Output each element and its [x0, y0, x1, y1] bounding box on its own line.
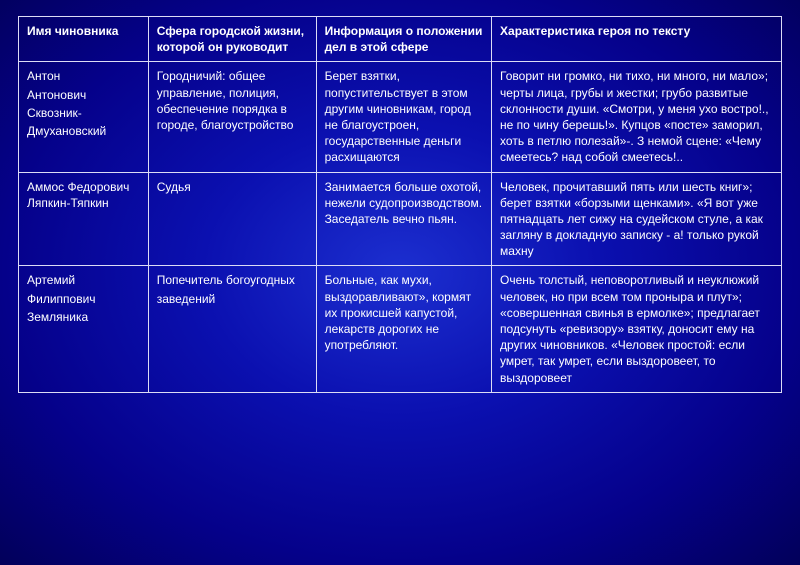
col-header-affairs: Информация о положении дел в этой сфере — [316, 17, 491, 62]
name-line: Филиппович — [27, 291, 140, 307]
col-header-sphere: Сфера городской жизни, которой он руково… — [148, 17, 316, 62]
slide-root: Имя чиновника Сфера городской жизни, кот… — [0, 0, 800, 565]
table-row: Артемий Филиппович Земляника Попечитель бог… — [19, 266, 782, 392]
col-header-character: Характеристика героя по тексту — [492, 17, 782, 62]
name-line: Артемий — [27, 272, 140, 288]
table-row: Аммос Федорович Ляпкин-ТяпкинСудьяЗанима… — [19, 172, 782, 266]
cell-character: Очень толстый, неповоротливый и неуклюжи… — [492, 266, 782, 392]
name-line: Антон — [27, 68, 140, 84]
cell-affairs: Берет взятки, попустительствует в этом д… — [316, 62, 491, 172]
cell-sphere: Попечитель богоугодных заведений — [148, 266, 316, 392]
table-header-row: Имя чиновника Сфера городской жизни, кот… — [19, 17, 782, 62]
cell-affairs: Больные, как мухи, выздоравливают», корм… — [316, 266, 491, 392]
cell-sphere: Городничий: общее управление, полиция, о… — [148, 62, 316, 172]
name-line: Сквозник- — [27, 105, 140, 121]
name-line: Аммос Федорович Ляпкин-Тяпкин — [27, 179, 140, 211]
sphere-line: заведений — [157, 291, 308, 307]
cell-character: Говорит ни громко, ни тихо, ни много, ни… — [492, 62, 782, 172]
cell-affairs: Занимается больше охотой, нежели судопро… — [316, 172, 491, 266]
table-row: Антон Антонович Сквозник- Дмухановский Город… — [19, 62, 782, 172]
sphere-line: Попечитель богоугодных — [157, 272, 308, 288]
name-line: Антонович — [27, 87, 140, 103]
cell-sphere: Судья — [148, 172, 316, 266]
col-header-name: Имя чиновника — [19, 17, 149, 62]
table-body: Антон Антонович Сквозник- Дмухановский Город… — [19, 62, 782, 392]
name-line: Земляника — [27, 309, 140, 325]
cell-name: Аммос Федорович Ляпкин-Тяпкин — [19, 172, 149, 266]
cell-character: Человек, прочитавший пять или шесть книг… — [492, 172, 782, 266]
cell-name: Артемий Филиппович Земляника — [19, 266, 149, 392]
cell-name: Антон Антонович Сквозник- Дмухановский — [19, 62, 149, 172]
officials-table: Имя чиновника Сфера городской жизни, кот… — [18, 16, 782, 393]
name-line: Дмухановский — [27, 123, 140, 139]
